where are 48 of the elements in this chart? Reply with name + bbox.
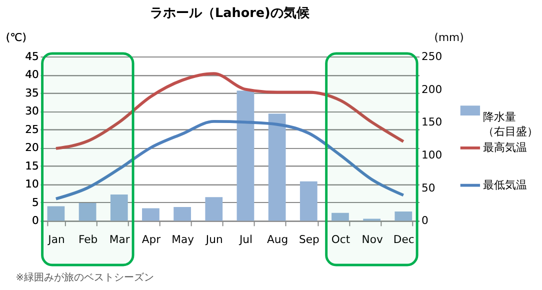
y-tick-label: 0: [32, 214, 39, 228]
x-tick-label: Jul: [238, 232, 252, 246]
legend-label: 最低気温: [482, 178, 527, 192]
bar: [268, 114, 286, 221]
x-tick-label: Oct: [331, 232, 350, 246]
x-tick-label: Jan: [47, 232, 65, 246]
y-tick-label: 5: [32, 196, 39, 209]
y-tick-label: 20: [25, 141, 39, 154]
bar: [174, 206, 191, 221]
bar: [205, 197, 223, 221]
chart-title: ラホール（Lahore)の気候: [150, 6, 310, 22]
bar: [332, 212, 349, 221]
bar: [142, 208, 160, 221]
x-tick-label: Feb: [78, 232, 98, 246]
legend-label: 降水量（右目盛）: [482, 110, 538, 138]
bar: [300, 181, 318, 221]
x-tick-label: Nov: [362, 232, 384, 246]
y2-tick-label: 50: [422, 181, 436, 194]
x-tick-label: May: [172, 232, 195, 246]
y-tick-label: 15: [25, 159, 39, 172]
y-tick-label: 30: [25, 104, 39, 118]
legend-label: 最高気温: [482, 140, 527, 154]
x-tick-label: Sep: [298, 232, 320, 246]
x-tick-label: Mar: [109, 232, 130, 246]
bar: [110, 194, 128, 221]
y2-axis-title: (mm): [434, 31, 464, 44]
y2-tick-label: 150: [422, 116, 442, 129]
y-tick-label: 10: [25, 178, 39, 191]
line-series: [54, 72, 405, 150]
x-tick-label: Jun: [204, 232, 223, 246]
x-tick-label: Apr: [142, 232, 162, 246]
x-tick-label: Dec: [393, 232, 414, 246]
y-tick-label: 45: [25, 50, 39, 63]
y-tick-label: 35: [25, 86, 39, 100]
y2-tick-label: 0: [422, 214, 428, 228]
bar: [236, 90, 254, 221]
line-series: [54, 120, 405, 200]
y2-tick-label: 100: [422, 148, 442, 162]
text: ※緑囲みが旅のベストシーズン: [16, 272, 154, 284]
bar: [47, 206, 65, 221]
x-tick-label: Aug: [266, 232, 288, 246]
y-tick-label: 25: [25, 122, 39, 136]
bar: [394, 212, 412, 221]
y-axis-title: (℃): [6, 31, 27, 44]
y-tick-label: 40: [25, 68, 39, 82]
y2-tick-label: 200: [422, 82, 442, 96]
y2-tick-label: 250: [422, 50, 442, 63]
bar: [78, 203, 96, 221]
